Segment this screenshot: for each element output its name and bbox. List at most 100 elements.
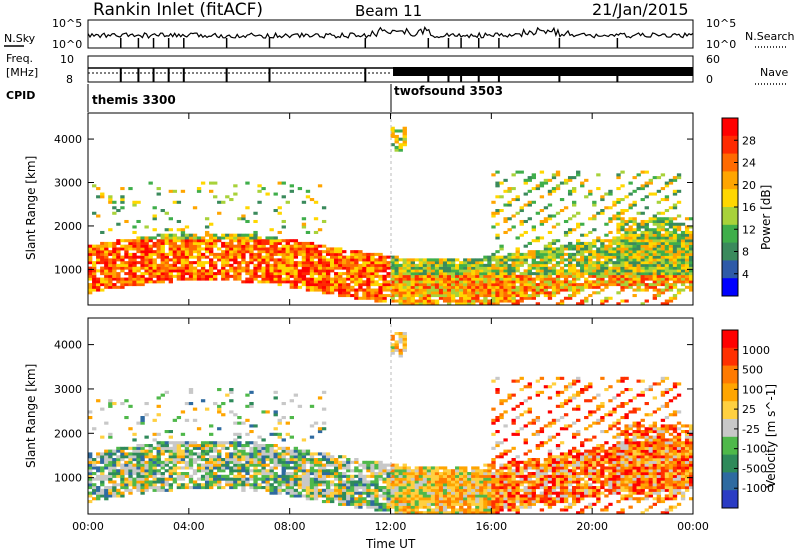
power-cell	[209, 272, 214, 276]
velocity-cell	[136, 483, 141, 487]
velocity-cell	[487, 491, 492, 495]
power-cell	[555, 252, 561, 256]
velocity-cell	[144, 480, 149, 484]
power-cell	[313, 288, 319, 292]
power-cell	[668, 272, 674, 276]
power-cell	[92, 285, 97, 289]
velocity-cell	[418, 486, 424, 490]
power-cell	[600, 255, 605, 259]
power-cell	[519, 277, 524, 281]
velocity-cell	[249, 483, 254, 487]
velocity-cell	[217, 427, 222, 431]
velocity-cell	[495, 418, 500, 422]
velocity-cell	[406, 491, 411, 495]
velocity-cell	[156, 472, 161, 476]
velocity-cell	[188, 402, 194, 406]
velocity-cell	[325, 491, 331, 495]
velocity-cell	[539, 477, 545, 481]
velocity-cell	[261, 458, 266, 462]
velocity-cell	[188, 444, 194, 448]
velocity-cell	[168, 430, 173, 434]
velocity-cell	[394, 480, 399, 484]
power-cell	[616, 244, 621, 248]
velocity-cell	[406, 474, 411, 478]
power-cell	[342, 280, 347, 284]
power-cell	[124, 280, 129, 284]
power-cell	[168, 189, 173, 193]
power-ylabel: Slant Range [km]	[24, 156, 38, 260]
power-cell	[475, 269, 480, 273]
velocity-cell	[229, 388, 234, 392]
velocity-cell	[527, 491, 532, 495]
power-cell	[402, 288, 407, 292]
velocity-cell	[313, 463, 319, 467]
power-cell	[410, 288, 415, 292]
power-cell	[128, 244, 133, 248]
velocity-cell	[160, 441, 165, 445]
power-cell	[148, 263, 153, 267]
velocity-cell	[253, 455, 258, 459]
power-cell	[132, 272, 137, 276]
velocity-cell	[265, 477, 270, 481]
nsearch-label: N.Search	[745, 30, 795, 43]
power-cell	[547, 255, 553, 259]
velocity-cell	[402, 480, 407, 484]
velocity-cell	[184, 460, 190, 464]
velocity-cell	[527, 385, 532, 389]
velocity-cell	[350, 488, 355, 492]
velocity-cell	[269, 446, 274, 450]
velocity-cell	[313, 472, 319, 476]
velocity-cell	[289, 491, 294, 495]
power-cell	[604, 192, 609, 196]
power-cell	[596, 280, 601, 284]
power-cell	[640, 244, 645, 248]
power-cell	[273, 261, 278, 265]
power-cell	[652, 250, 657, 254]
velocity-cell	[180, 466, 186, 470]
power-cell	[596, 250, 601, 254]
velocity-cell	[112, 469, 117, 473]
power-cell	[519, 222, 524, 226]
power-cell	[495, 181, 500, 185]
velocity-cell	[309, 455, 315, 459]
power-cell	[273, 280, 278, 284]
velocity-cell	[438, 511, 444, 515]
velocity-cell	[394, 472, 399, 476]
power-colorbar-tick-label: 12	[742, 223, 756, 236]
power-cell	[616, 263, 621, 267]
power-cell	[188, 252, 194, 256]
velocity-cell	[398, 511, 403, 515]
power-cell	[378, 261, 383, 265]
velocity-cell	[531, 460, 536, 464]
velocity-cell	[188, 477, 194, 481]
power-cell	[277, 261, 282, 265]
freq-tick-top: 10	[60, 53, 74, 66]
power-cell	[644, 250, 649, 254]
power-cell	[261, 244, 266, 248]
power-cell	[410, 291, 415, 295]
power-cell	[213, 277, 218, 281]
power-cell	[261, 280, 266, 284]
velocity-cell	[422, 486, 428, 490]
power-cell	[636, 233, 641, 237]
power-cell	[543, 285, 549, 289]
power-cell	[184, 258, 190, 262]
velocity-cell	[527, 410, 532, 414]
power-cell	[620, 209, 625, 213]
power-cell	[362, 269, 367, 273]
velocity-cell	[410, 500, 415, 504]
power-cell	[430, 283, 436, 287]
velocity-cell	[116, 474, 121, 478]
power-cell	[317, 258, 323, 262]
power-cell	[596, 266, 601, 270]
power-cell	[471, 261, 476, 265]
power-cell	[394, 263, 399, 267]
power-cell	[253, 269, 258, 273]
power-cell	[491, 263, 496, 267]
velocity-cell	[289, 466, 294, 470]
power-cell	[241, 241, 246, 245]
velocity-cell	[390, 351, 395, 355]
velocity-cell	[100, 491, 105, 495]
velocity-cell	[378, 494, 383, 498]
velocity-cell	[293, 452, 299, 456]
